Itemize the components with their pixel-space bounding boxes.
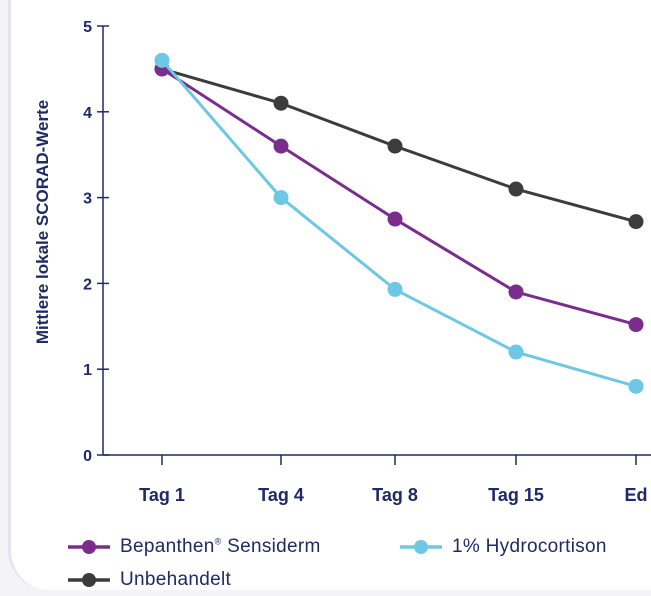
y-axis-title: Mittlere lokale SCORAD-Werte <box>33 100 52 344</box>
series-unbehandelt <box>154 61 644 230</box>
legend-swatch-bepanthen <box>68 540 110 554</box>
series-hydrocortison <box>154 52 644 394</box>
legend-label-bepanthen: Bepanthen® Sensiderm <box>120 536 321 557</box>
data-point-bepanthen <box>273 138 289 154</box>
chart-panel <box>8 0 651 590</box>
x-tick-label: Tag 1 <box>139 485 185 505</box>
data-point-bepanthen <box>628 317 644 333</box>
series-layer <box>154 52 644 394</box>
x-tick-label: Tag 15 <box>488 485 544 505</box>
y-tick-label: 5 <box>83 19 92 36</box>
x-tick-label: Ed <box>624 485 647 505</box>
data-point-hydrocortison <box>628 378 644 394</box>
data-point-hydrocortison <box>508 344 524 360</box>
x-axis-ticks: Tag 1 Tag 4 Tag 8 Tag 15 Ed <box>139 455 648 505</box>
axes <box>102 26 651 456</box>
legend-label-unbehandelt: Unbehandelt <box>120 569 232 590</box>
x-tick-label: Tag 8 <box>372 485 418 505</box>
y-tick-label: 0 <box>83 448 92 465</box>
y-tick-label: 3 <box>83 191 92 208</box>
data-point-unbehandelt <box>273 95 289 111</box>
data-point-hydrocortison <box>387 281 403 297</box>
data-point-hydrocortison <box>273 190 289 206</box>
legend-item-unbehandelt[interactable]: Unbehandelt <box>68 569 231 591</box>
series-bepanthen <box>154 61 644 333</box>
legend-swatch-hydrocortison <box>400 540 442 554</box>
data-point-bepanthen <box>387 211 403 227</box>
data-point-unbehandelt <box>508 181 524 197</box>
y-tick-label: 4 <box>83 105 92 122</box>
data-point-unbehandelt <box>628 214 644 230</box>
legend-item-hydrocortison[interactable]: 1% Hydrocortison <box>400 536 607 558</box>
x-tick-label: Tag 4 <box>258 485 304 505</box>
y-tick-label: 1 <box>83 362 92 379</box>
y-axis-ticks: 0 1 2 3 4 5 <box>83 19 109 465</box>
y-tick-label: 2 <box>83 276 92 293</box>
legend-swatch-unbehandelt <box>68 573 110 587</box>
data-point-hydrocortison <box>154 52 170 68</box>
data-point-bepanthen <box>508 284 524 300</box>
data-point-unbehandelt <box>387 138 403 154</box>
legend-label-hydrocortison: 1% Hydrocortison <box>452 536 607 557</box>
legend-item-bepanthen[interactable]: Bepanthen® Sensiderm <box>68 536 321 558</box>
